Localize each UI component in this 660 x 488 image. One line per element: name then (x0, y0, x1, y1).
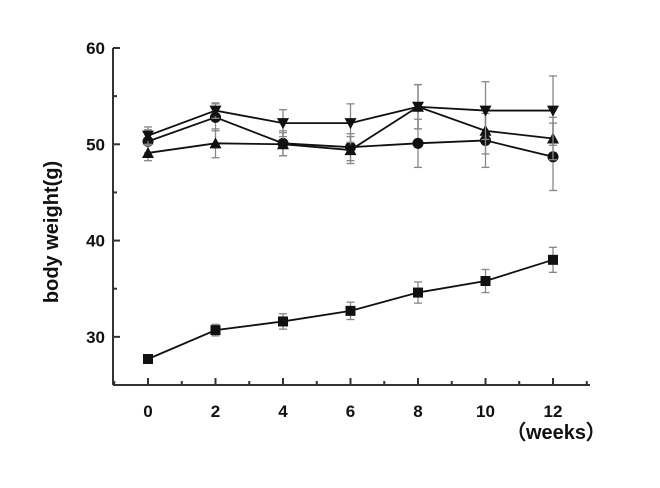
data-point-square (413, 287, 423, 298)
x-tick-label: 10 (476, 402, 495, 421)
y-tick-label: 50 (86, 135, 105, 154)
x-tick-label: 2 (211, 402, 220, 421)
data-point-triangle-down (412, 101, 424, 113)
series-square (143, 246, 558, 365)
data-point-triangle-up (344, 144, 357, 156)
data-point-square (345, 305, 356, 316)
data-point-square (210, 325, 221, 336)
data-point-triangle-up (209, 137, 222, 149)
data-point-square (143, 354, 153, 365)
data-point-triangle-up (277, 138, 289, 150)
data-point-triangle-down (209, 105, 222, 117)
y-tick-label: 40 (86, 232, 105, 251)
data-point-square (548, 254, 558, 265)
y-axis-label: body weight(g) (41, 161, 63, 303)
axes (112, 47, 590, 386)
x-tick-label: 6 (346, 402, 355, 421)
data-point-triangle-down (277, 118, 289, 130)
series-triangle-down (142, 75, 559, 146)
data-point-circle (412, 137, 424, 149)
data-point-triangle-down (479, 105, 492, 117)
tick-labels: 0 2 4 6 8 10 12 30 40 50 60 (86, 39, 562, 421)
data-point-triangle-down (547, 105, 559, 117)
data-point-triangle-down (344, 118, 357, 130)
x-tick-label: 12 (544, 402, 563, 421)
data-point-square (278, 316, 288, 327)
plot-area (142, 75, 559, 365)
y-tick-label: 60 (86, 39, 105, 58)
data-point-triangle-down (142, 130, 154, 142)
x-tick-label: 0 (143, 402, 152, 421)
data-point-square (480, 276, 491, 287)
y-tick-label: 30 (86, 328, 105, 347)
x-tick-label: 4 (278, 402, 288, 421)
data-point-triangle-up (142, 146, 154, 158)
x-tick-label: 8 (413, 402, 422, 421)
x-axis-label: （weeks） (506, 421, 606, 444)
